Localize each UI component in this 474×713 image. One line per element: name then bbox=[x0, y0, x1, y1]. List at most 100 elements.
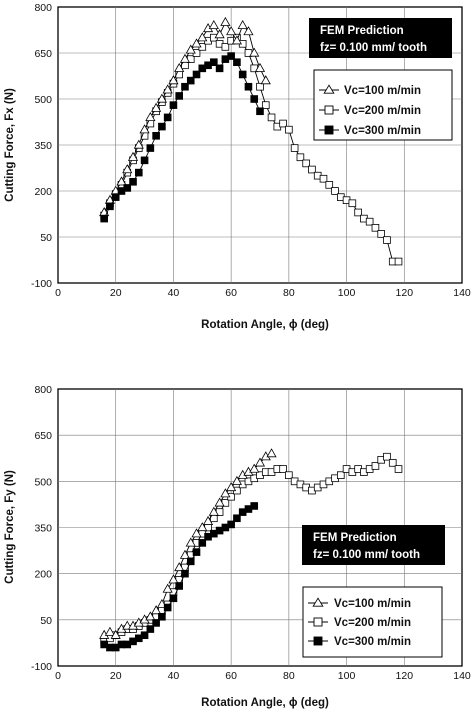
data-point bbox=[237, 19, 248, 30]
data-point bbox=[243, 26, 254, 36]
data-point bbox=[279, 119, 287, 128]
x-axis-label: Rotation Angle, ϕ (deg) bbox=[201, 319, 329, 331]
data-point bbox=[179, 549, 191, 559]
data-point bbox=[140, 631, 149, 640]
annotation-line-1: FEM Prediction bbox=[313, 532, 397, 544]
data-point bbox=[152, 619, 160, 627]
data-point bbox=[214, 29, 225, 39]
data-point bbox=[163, 113, 172, 122]
x-tick-label: 40 bbox=[168, 287, 180, 299]
data-point bbox=[250, 502, 259, 510]
data-point bbox=[249, 463, 260, 473]
data-point bbox=[158, 122, 166, 131]
x-tick-labels: 0 20 40 60 80 100 120 140 bbox=[55, 670, 471, 682]
data-point bbox=[208, 506, 219, 516]
data-point bbox=[145, 111, 156, 121]
data-point bbox=[267, 113, 276, 122]
data-point bbox=[186, 557, 195, 566]
x-tick-label: 80 bbox=[283, 670, 295, 682]
data-point bbox=[175, 582, 184, 590]
data-point bbox=[145, 611, 156, 621]
data-point bbox=[146, 144, 155, 152]
data-point bbox=[151, 102, 162, 112]
legend-entry-vc300: Vc=300 m/min bbox=[319, 125, 421, 137]
data-point bbox=[106, 202, 114, 211]
data-point bbox=[296, 153, 305, 162]
legend-label: Vc=100 m/min bbox=[344, 85, 421, 97]
data-point bbox=[260, 75, 271, 85]
data-point bbox=[254, 62, 266, 72]
legend-marker-square-filled bbox=[313, 636, 323, 646]
legend-entry-vc300: Vc=300 m/min bbox=[308, 636, 411, 648]
data-point bbox=[250, 95, 259, 103]
y-tick-label: 50 bbox=[40, 232, 52, 244]
annotation-line-1: FEM Prediction bbox=[320, 25, 404, 37]
legend-entry-vc100: Vc=100 m/min bbox=[308, 597, 411, 610]
data-point bbox=[331, 187, 339, 195]
legend-label: Vc=300 m/min bbox=[334, 636, 411, 648]
data-point bbox=[151, 605, 162, 615]
data-point bbox=[238, 70, 247, 79]
x-tick-labels: 0 20 40 60 80 100 120 140 bbox=[55, 287, 471, 299]
data-point bbox=[140, 156, 149, 165]
data-point bbox=[261, 101, 270, 109]
data-point bbox=[285, 471, 293, 479]
series-vc300 bbox=[100, 52, 264, 223]
legend-label: Vc=100 m/min bbox=[334, 598, 411, 610]
data-point bbox=[100, 214, 108, 223]
y-tick-label: 350 bbox=[34, 523, 52, 535]
data-point bbox=[179, 53, 191, 63]
data-point bbox=[129, 177, 137, 186]
data-point bbox=[169, 594, 178, 603]
series-vc100 bbox=[99, 448, 277, 639]
data-point bbox=[181, 82, 189, 91]
data-point bbox=[254, 457, 266, 467]
data-point bbox=[371, 462, 380, 470]
data-point bbox=[226, 26, 237, 36]
data-point bbox=[319, 174, 328, 183]
data-point bbox=[152, 131, 160, 140]
chart-fy: 0 20 40 60 80 100 120 140 -100 50 200 350 500 650 800… bbox=[4, 384, 471, 709]
data-point bbox=[233, 58, 241, 66]
data-point bbox=[365, 217, 374, 226]
data-point bbox=[371, 223, 380, 232]
data-point bbox=[163, 603, 172, 612]
data-point bbox=[383, 452, 391, 461]
data-point bbox=[123, 184, 132, 192]
x-tick-label: 20 bbox=[110, 670, 122, 682]
data-point bbox=[202, 515, 214, 525]
data-point bbox=[383, 236, 391, 244]
data-point bbox=[175, 92, 184, 100]
data-point bbox=[226, 482, 237, 492]
gridlines bbox=[58, 7, 462, 283]
legend-marker-triangle bbox=[323, 84, 335, 94]
x-tick-label: 20 bbox=[110, 287, 122, 299]
data-point bbox=[122, 164, 133, 174]
legend-marker-triangle bbox=[312, 597, 324, 607]
legend: Vc=100 m/min Vc=200 m/min Vc=300 m/min bbox=[313, 69, 453, 141]
data-point bbox=[348, 199, 357, 208]
y-tick-label: 500 bbox=[34, 94, 52, 106]
data-point bbox=[285, 125, 293, 134]
x-tick-label: 60 bbox=[225, 670, 237, 682]
y-tick-label: -100 bbox=[31, 661, 52, 673]
data-point bbox=[308, 165, 316, 174]
data-point bbox=[156, 93, 167, 103]
data-point bbox=[227, 52, 235, 60]
data-point bbox=[169, 101, 178, 109]
y-tick-label: 650 bbox=[34, 430, 52, 442]
data-point bbox=[191, 38, 202, 48]
legend-label: Vc=200 m/min bbox=[334, 617, 411, 629]
x-tick-label: 0 bbox=[55, 670, 61, 682]
data-point bbox=[231, 475, 242, 485]
y-tick-label: 50 bbox=[40, 615, 52, 627]
legend-entry-vc100: Vc=100 m/min bbox=[319, 84, 421, 97]
y-tick-label: 350 bbox=[34, 140, 52, 152]
y-tick-label: 200 bbox=[34, 569, 52, 581]
data-point bbox=[394, 465, 403, 473]
chart-fx: 0 20 40 60 80 100 120 140 -100 50 200 350 500 650 800… bbox=[4, 2, 471, 331]
data-point bbox=[175, 70, 184, 79]
data-point bbox=[227, 520, 235, 529]
data-point bbox=[208, 19, 219, 30]
data-point bbox=[336, 471, 345, 479]
